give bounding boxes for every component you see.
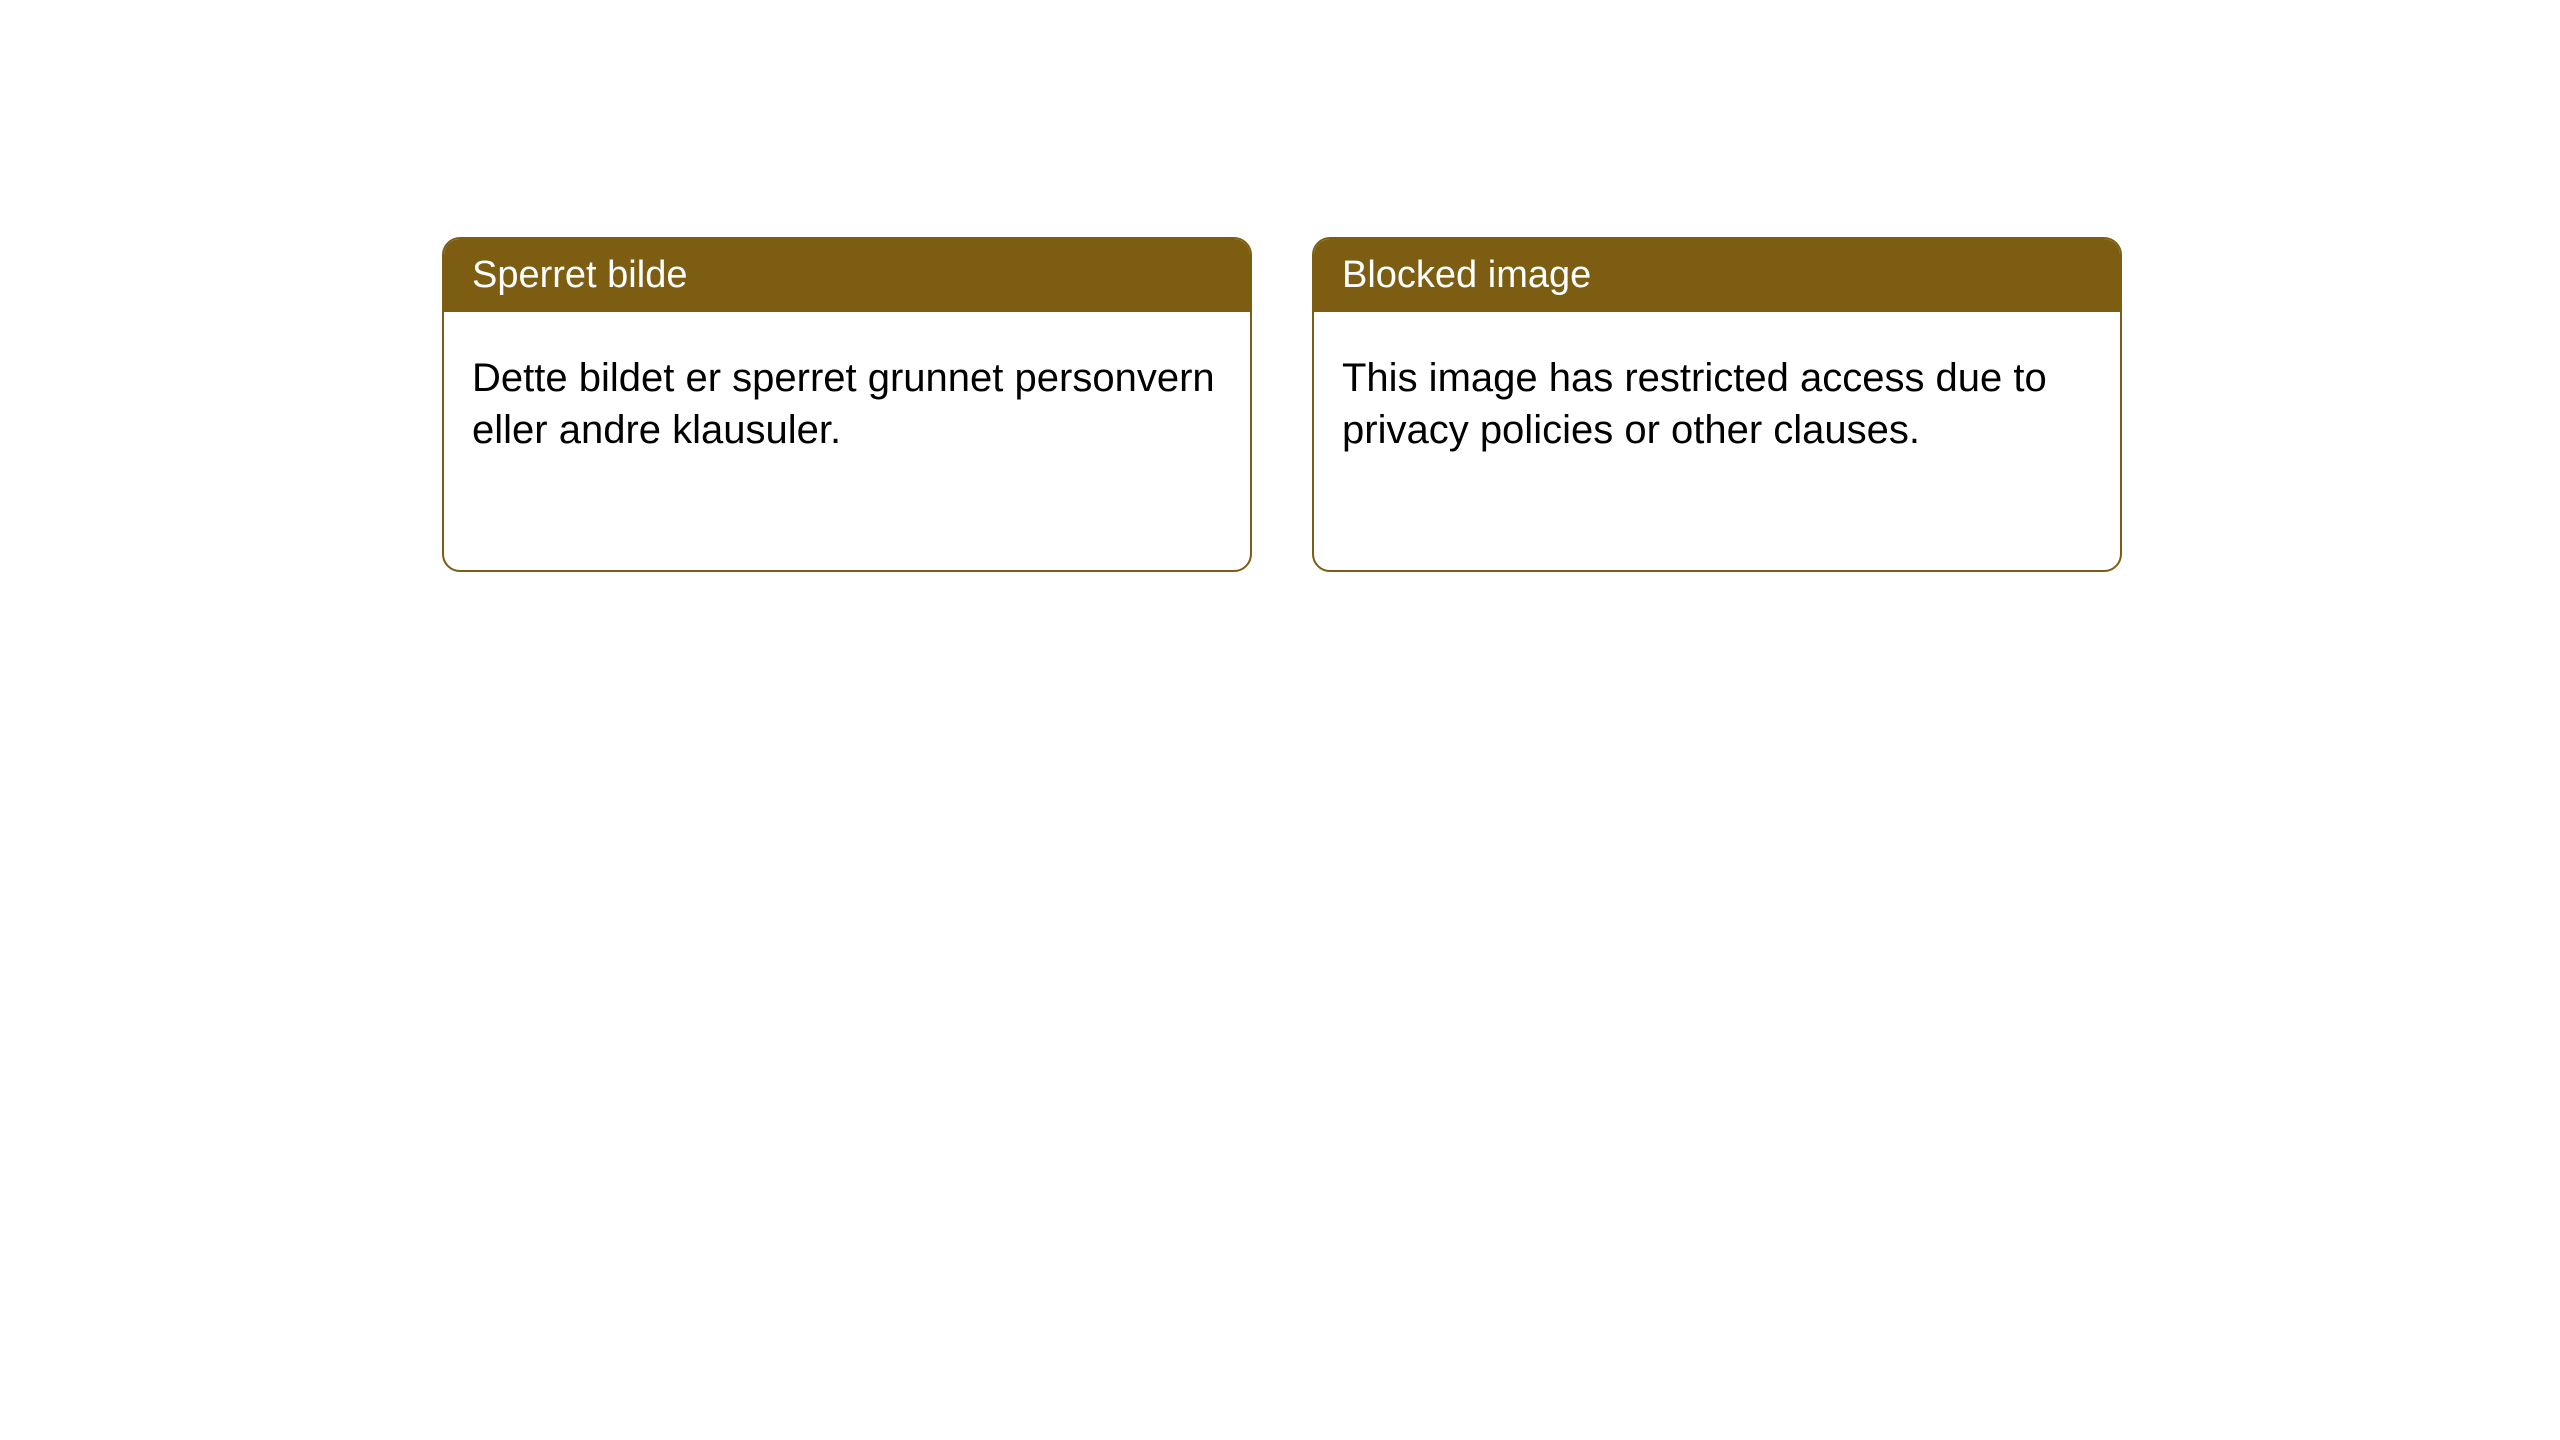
notice-card-body: Dette bildet er sperret grunnet personve… bbox=[444, 312, 1250, 496]
notice-card-norwegian: Sperret bilde Dette bildet er sperret gr… bbox=[442, 237, 1252, 572]
notice-card-english: Blocked image This image has restricted … bbox=[1312, 237, 2122, 572]
notice-card-message: Dette bildet er sperret grunnet personve… bbox=[472, 356, 1215, 452]
notice-card-title: Blocked image bbox=[1342, 254, 1591, 296]
notice-cards-container: Sperret bilde Dette bildet er sperret gr… bbox=[442, 237, 2122, 572]
notice-card-body: This image has restricted access due to … bbox=[1314, 312, 2120, 496]
notice-card-header: Sperret bilde bbox=[444, 239, 1250, 312]
notice-card-header: Blocked image bbox=[1314, 239, 2120, 312]
notice-card-message: This image has restricted access due to … bbox=[1342, 356, 2047, 452]
notice-card-title: Sperret bilde bbox=[472, 254, 687, 296]
